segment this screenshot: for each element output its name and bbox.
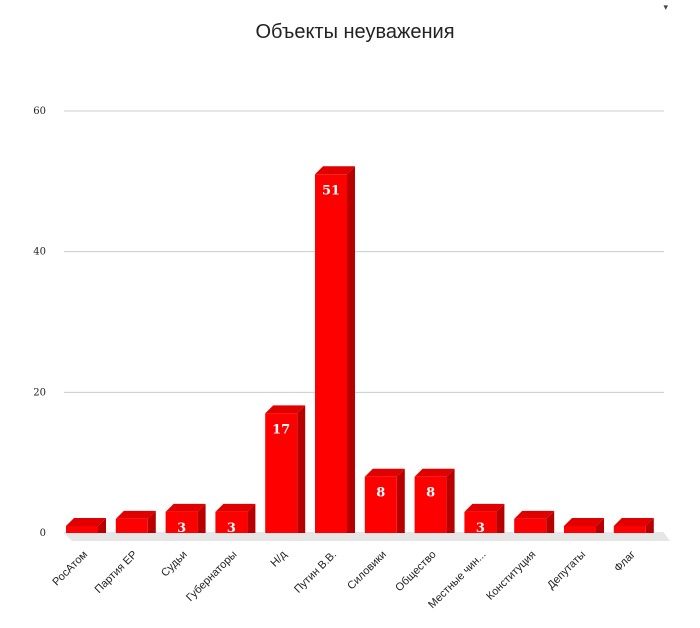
category-label: Путин В.В. [292,549,339,596]
bar-side [98,517,106,533]
bar-side [197,503,206,533]
bar-top [414,468,455,477]
bar-side [247,503,256,533]
category-label: Н/д [269,548,290,569]
data-label: 17 [272,422,290,437]
bar-front [414,476,447,533]
bar [613,517,654,533]
chart-title: Объекты неуважения [255,21,454,43]
bar-side [396,468,405,533]
bar-front [364,476,397,533]
bar [564,517,604,533]
data-label: 3 [227,521,236,536]
category-label: Конституция [484,549,538,603]
bar-front [315,174,347,534]
data-label: 51 [322,183,340,198]
data-labels: 3 3 17 51 8 8 3 [177,183,485,536]
bar-side [446,468,455,533]
y-tick-label: 60 [33,106,46,117]
bar-front [215,511,248,533]
category-label: Флаг [612,549,638,575]
gridlines [64,110,664,534]
bar [514,510,555,533]
bar-top [564,517,604,526]
category-label: Судьи [159,549,190,580]
bar-front [115,518,148,533]
data-label: 3 [177,521,186,536]
bar [265,405,306,533]
chart-floor [64,533,670,541]
bars [66,166,654,534]
category-label: Депутаты [545,549,588,592]
category-label: Силовики [345,549,389,593]
category-label: Общество [393,549,438,594]
bar [115,510,156,533]
data-label: 8 [376,486,385,501]
bar-side [347,166,355,534]
bar [414,468,455,533]
category-label: Губернаторы [184,549,239,604]
bar [464,503,505,533]
bar-top [165,503,206,512]
bar-top [613,517,654,526]
bar-top [464,503,505,512]
bar-top [265,405,306,414]
bar-front [165,511,198,533]
bar [66,517,106,533]
y-tick-label: 40 [33,247,46,258]
bar-side [546,510,555,533]
bar-front [464,511,497,533]
bar-top [215,503,256,512]
bar-side [496,503,505,533]
bar [315,166,355,534]
bar-top [364,468,405,477]
bar-side [297,405,306,533]
category-label: РосАтом [50,549,90,589]
category-label: Партия ЕР [93,549,140,596]
bar [165,503,206,533]
bar [364,468,405,533]
y-axis-ticks: 0 20 40 60 [33,106,46,539]
bar-side [147,510,156,533]
bar-top [115,510,156,519]
bar-side [596,517,604,533]
bar-front [66,525,98,533]
bar-top [315,166,355,175]
data-label: 3 [476,521,485,536]
y-tick-label: 0 [40,528,46,539]
y-tick-label: 20 [33,387,46,398]
bar-side [645,517,654,533]
bar-front [564,525,596,533]
bar-top [66,517,106,526]
bar-front [265,413,298,533]
bar [215,503,256,533]
bar-front [613,525,646,533]
data-label: 8 [426,486,435,501]
bar-top [514,510,555,519]
bar-front [514,518,547,533]
chart-menu-marker[interactable]: ▾ [663,2,668,12]
